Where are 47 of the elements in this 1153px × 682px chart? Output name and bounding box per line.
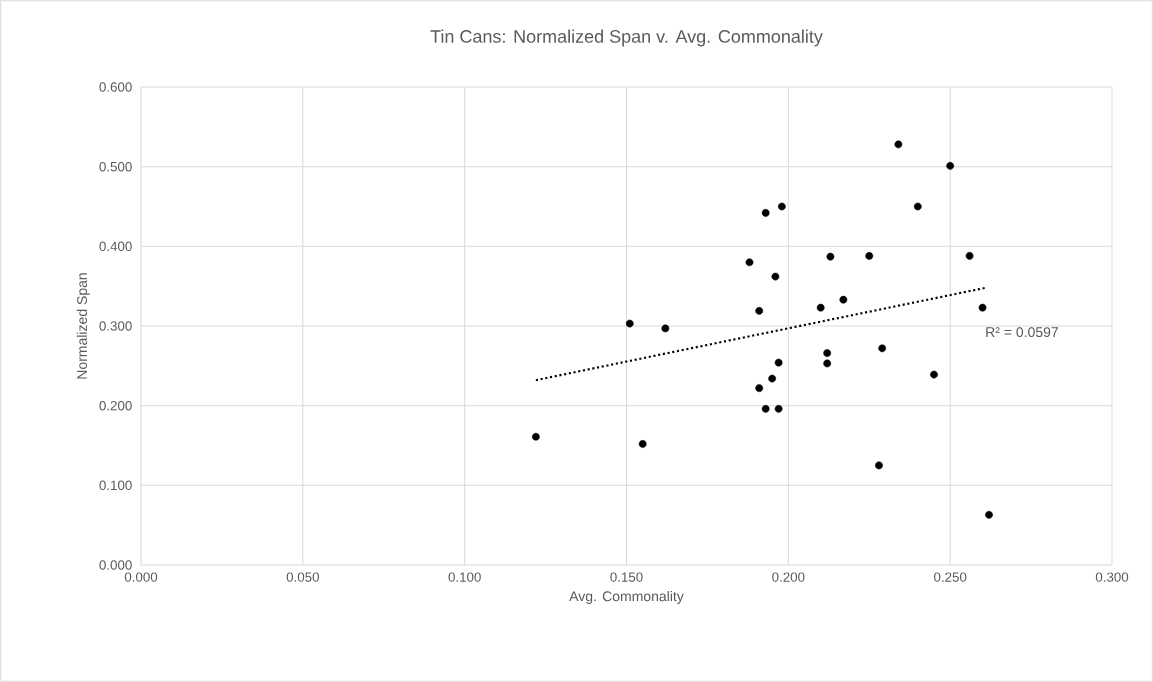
y-tick-label: 0.000	[99, 560, 132, 570]
point	[946, 162, 955, 170]
point	[839, 295, 848, 304]
point	[761, 404, 770, 413]
point	[823, 349, 832, 357]
point	[875, 461, 883, 470]
x-tick-label: 0.250	[934, 572, 967, 582]
point	[755, 384, 764, 393]
point	[625, 319, 634, 328]
y-tick-label: 0.600	[99, 82, 132, 92]
point	[865, 252, 874, 260]
point	[771, 272, 780, 281]
point	[894, 140, 903, 149]
y-tick-label: 0.300	[99, 321, 132, 331]
y-tick-label: 0.200	[99, 400, 132, 411]
chart-title: Tin Cans: Normalized Span v. Avg. Commonality	[430, 29, 823, 47]
point	[965, 252, 974, 260]
point	[778, 202, 786, 211]
point	[532, 432, 540, 441]
point	[930, 370, 938, 379]
point	[638, 440, 647, 448]
point	[768, 374, 777, 383]
x-tick-label: 0.000	[124, 572, 158, 582]
point	[774, 404, 783, 413]
x-axis-title: Avg. Commonality	[569, 590, 684, 605]
point	[745, 258, 754, 267]
x-tick-label: 0.300	[1095, 572, 1129, 582]
point	[816, 303, 825, 312]
y-tick-label: 0.500	[99, 161, 132, 172]
x-tick-label: 0.200	[772, 572, 805, 582]
point	[985, 510, 993, 519]
y-tick-label: 0.100	[99, 480, 132, 491]
point	[823, 359, 832, 368]
annotation: R² = 0.0597	[986, 327, 1058, 338]
x-tick-label: 0.050	[286, 572, 319, 582]
point	[755, 307, 764, 315]
x-tick-label: 0.150	[610, 572, 643, 582]
point	[978, 303, 987, 312]
x-tick-label: 0.100	[448, 572, 481, 582]
y-axis-title: Normalized Span	[76, 273, 90, 379]
point	[878, 344, 887, 353]
point	[913, 202, 922, 211]
point	[661, 324, 670, 333]
point	[774, 358, 783, 367]
y-tick-label: 0.400	[99, 241, 132, 252]
point	[761, 209, 770, 217]
point	[826, 252, 835, 261]
